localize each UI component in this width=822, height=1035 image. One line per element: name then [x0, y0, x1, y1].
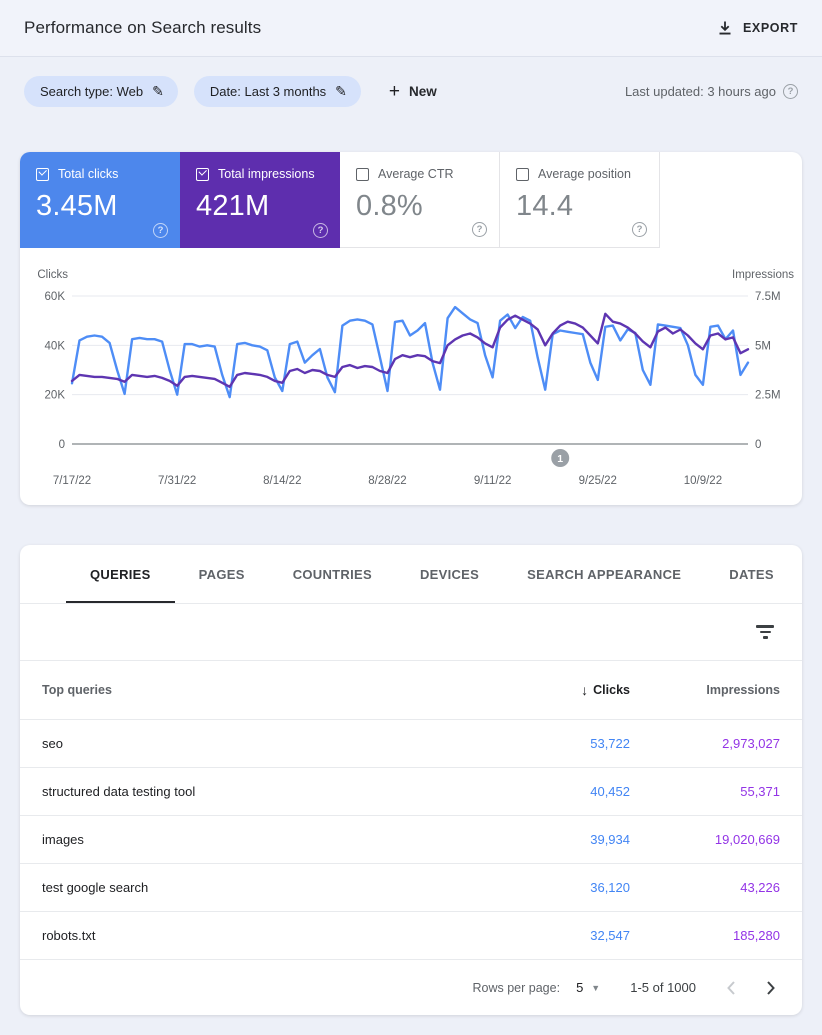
total-clicks-tile[interactable]: Total clicks 3.45M ? [20, 152, 180, 248]
total-impressions-checkbox[interactable] [196, 167, 209, 181]
rows-per-page-label: Rows per page: [472, 980, 561, 995]
right-axis-tick-label: 2.5M [755, 390, 781, 402]
pagination-range: 1-5 of 1000 [630, 980, 696, 995]
column-clicks-sorted[interactable]: ↓ Clicks [581, 682, 630, 698]
x-axis-date-label: 8/14/22 [263, 475, 301, 487]
new-filter-label: New [409, 84, 437, 99]
performance-chart-card: Total clicks 3.45M ? Total impressions 4… [20, 152, 802, 505]
table-filter-row [20, 604, 802, 661]
tab-queries[interactable]: QUERIES [66, 545, 175, 603]
table-header-row: Top queries ↓ Clicks Impressions [20, 661, 802, 719]
filter-icon[interactable] [756, 625, 774, 639]
filter-bar: Search type: Web ✎ Date: Last 3 months ✎… [0, 57, 822, 107]
column-top-queries[interactable]: Top queries [42, 683, 112, 697]
average-ctr-tile[interactable]: Average CTR 0.8% ? [340, 152, 500, 248]
left-axis-tick-label: 40K [45, 340, 66, 352]
left-axis-tick-label: 0 [59, 439, 65, 451]
table-row[interactable]: images 39,934 19,020,669 [20, 815, 802, 863]
average-ctr-value: 0.8% [356, 190, 423, 222]
chevron-left-icon [727, 980, 735, 995]
clicks-impressions-chart: 60K 7.5M 40K 5M 20K 2.5M 0 0 Clicks Impressions 7/… [20, 248, 802, 505]
plus-icon: + [388, 81, 401, 102]
x-axis-date-label: 7/17/22 [53, 475, 91, 487]
metric-tiles: Total clicks 3.45M ? Total impressions 4… [20, 152, 802, 248]
total-impressions-tile[interactable]: Total impressions 421M ? [180, 152, 340, 248]
tab-search-appearance[interactable]: SEARCH APPEARANCE [527, 566, 682, 582]
total-impressions-label: Total impressions [218, 167, 315, 181]
tab-dates[interactable]: DATES [729, 566, 774, 582]
left-axis-tick-label: 20K [45, 390, 66, 402]
x-axis-date-label: 9/11/22 [474, 475, 512, 487]
dimension-tabs: QUERIES PAGES COUNTRIES DEVICES SEARCH A… [20, 545, 802, 604]
pencil-icon: ✎ [335, 83, 347, 99]
search-type-chip-label: Search type: Web [40, 84, 144, 99]
average-position-tile[interactable]: Average position 14.4 ? [500, 152, 660, 248]
table-row[interactable]: seo 53,722 2,973,027 [20, 719, 802, 767]
next-page-button[interactable] [766, 980, 776, 996]
average-ctr-label: Average CTR [378, 167, 454, 181]
rows-per-page-value[interactable]: 5 [576, 980, 584, 995]
last-updated-text: Last updated: 3 hours ago [624, 84, 776, 99]
total-clicks-value: 3.45M [36, 190, 118, 222]
performance-chart-svg: 60K 7.5M 40K 5M 20K 2.5M 0 0 Clicks Impressions 7/… [37, 269, 794, 487]
x-axis-date-label: 9/25/22 [579, 475, 617, 487]
search-type-chip[interactable]: Search type: Web ✎ [24, 76, 178, 107]
tab-devices[interactable]: DEVICES [419, 566, 480, 582]
date-range-chip[interactable]: Date: Last 3 months ✎ [193, 76, 361, 107]
average-position-value: 14.4 [516, 190, 574, 222]
chart-line-total-impressions [70, 312, 750, 389]
pencil-icon: ✎ [152, 83, 164, 99]
tab-countries[interactable]: COUNTRIES [292, 566, 372, 582]
average-position-label: Average position [538, 167, 631, 181]
average-position-checkbox[interactable] [516, 167, 529, 181]
table-pagination: Rows per page: 5 ▼ 1-5 of 1000 [20, 959, 802, 1015]
help-icon[interactable]: ? [783, 84, 798, 99]
annotation-marker[interactable] [551, 449, 570, 467]
help-icon[interactable]: ? [632, 222, 647, 237]
right-axis-tick-label: 0 [755, 439, 761, 451]
left-axis-tick-label: 60K [45, 291, 66, 303]
chevron-right-icon [767, 980, 775, 995]
last-updated: Last updated: 3 hours ago ? [625, 84, 798, 99]
left-axis-title: Clicks [37, 269, 68, 281]
dropdown-caret-icon[interactable]: ▼ [591, 982, 601, 993]
download-icon [719, 21, 731, 35]
page-title: Performance on Search results [24, 18, 262, 37]
previous-page-button[interactable] [726, 980, 736, 996]
export-button[interactable]: EXPORT [716, 19, 798, 37]
right-axis-title: Impressions [732, 269, 794, 281]
help-icon[interactable]: ? [153, 223, 168, 238]
export-label: EXPORT [743, 21, 798, 35]
average-ctr-checkbox[interactable] [356, 167, 369, 181]
total-clicks-label: Total clicks [58, 167, 119, 181]
x-axis-date-label: 10/9/22 [684, 475, 722, 487]
new-filter-button[interactable]: + New [389, 82, 437, 101]
total-impressions-value: 421M [196, 190, 270, 222]
dimensions-table-card: QUERIES PAGES COUNTRIES DEVICES SEARCH A… [20, 545, 802, 1015]
right-axis-tick-label: 7.5M [755, 291, 781, 303]
table-row[interactable]: test google search 36,120 43,226 [20, 863, 802, 911]
total-clicks-checkbox[interactable] [36, 167, 49, 181]
x-axis-date-label: 7/31/22 [158, 475, 196, 487]
top-bar: Performance on Search results EXPORT [0, 0, 822, 57]
tab-pages[interactable]: PAGES [198, 566, 245, 582]
help-icon[interactable]: ? [313, 223, 328, 238]
x-axis-date-label: 8/28/22 [368, 475, 406, 487]
annotation-marker-label: 1 [557, 453, 563, 465]
table-row[interactable]: robots.txt 32,547 185,280 [20, 911, 802, 959]
column-impressions[interactable]: Impressions [706, 683, 780, 697]
right-axis-tick-label: 5M [755, 340, 771, 352]
table-row[interactable]: structured data testing tool 40,452 55,3… [20, 767, 802, 815]
help-icon[interactable]: ? [472, 222, 487, 237]
date-range-chip-label: Date: Last 3 months [209, 84, 327, 99]
sort-desc-icon: ↓ [581, 682, 589, 698]
